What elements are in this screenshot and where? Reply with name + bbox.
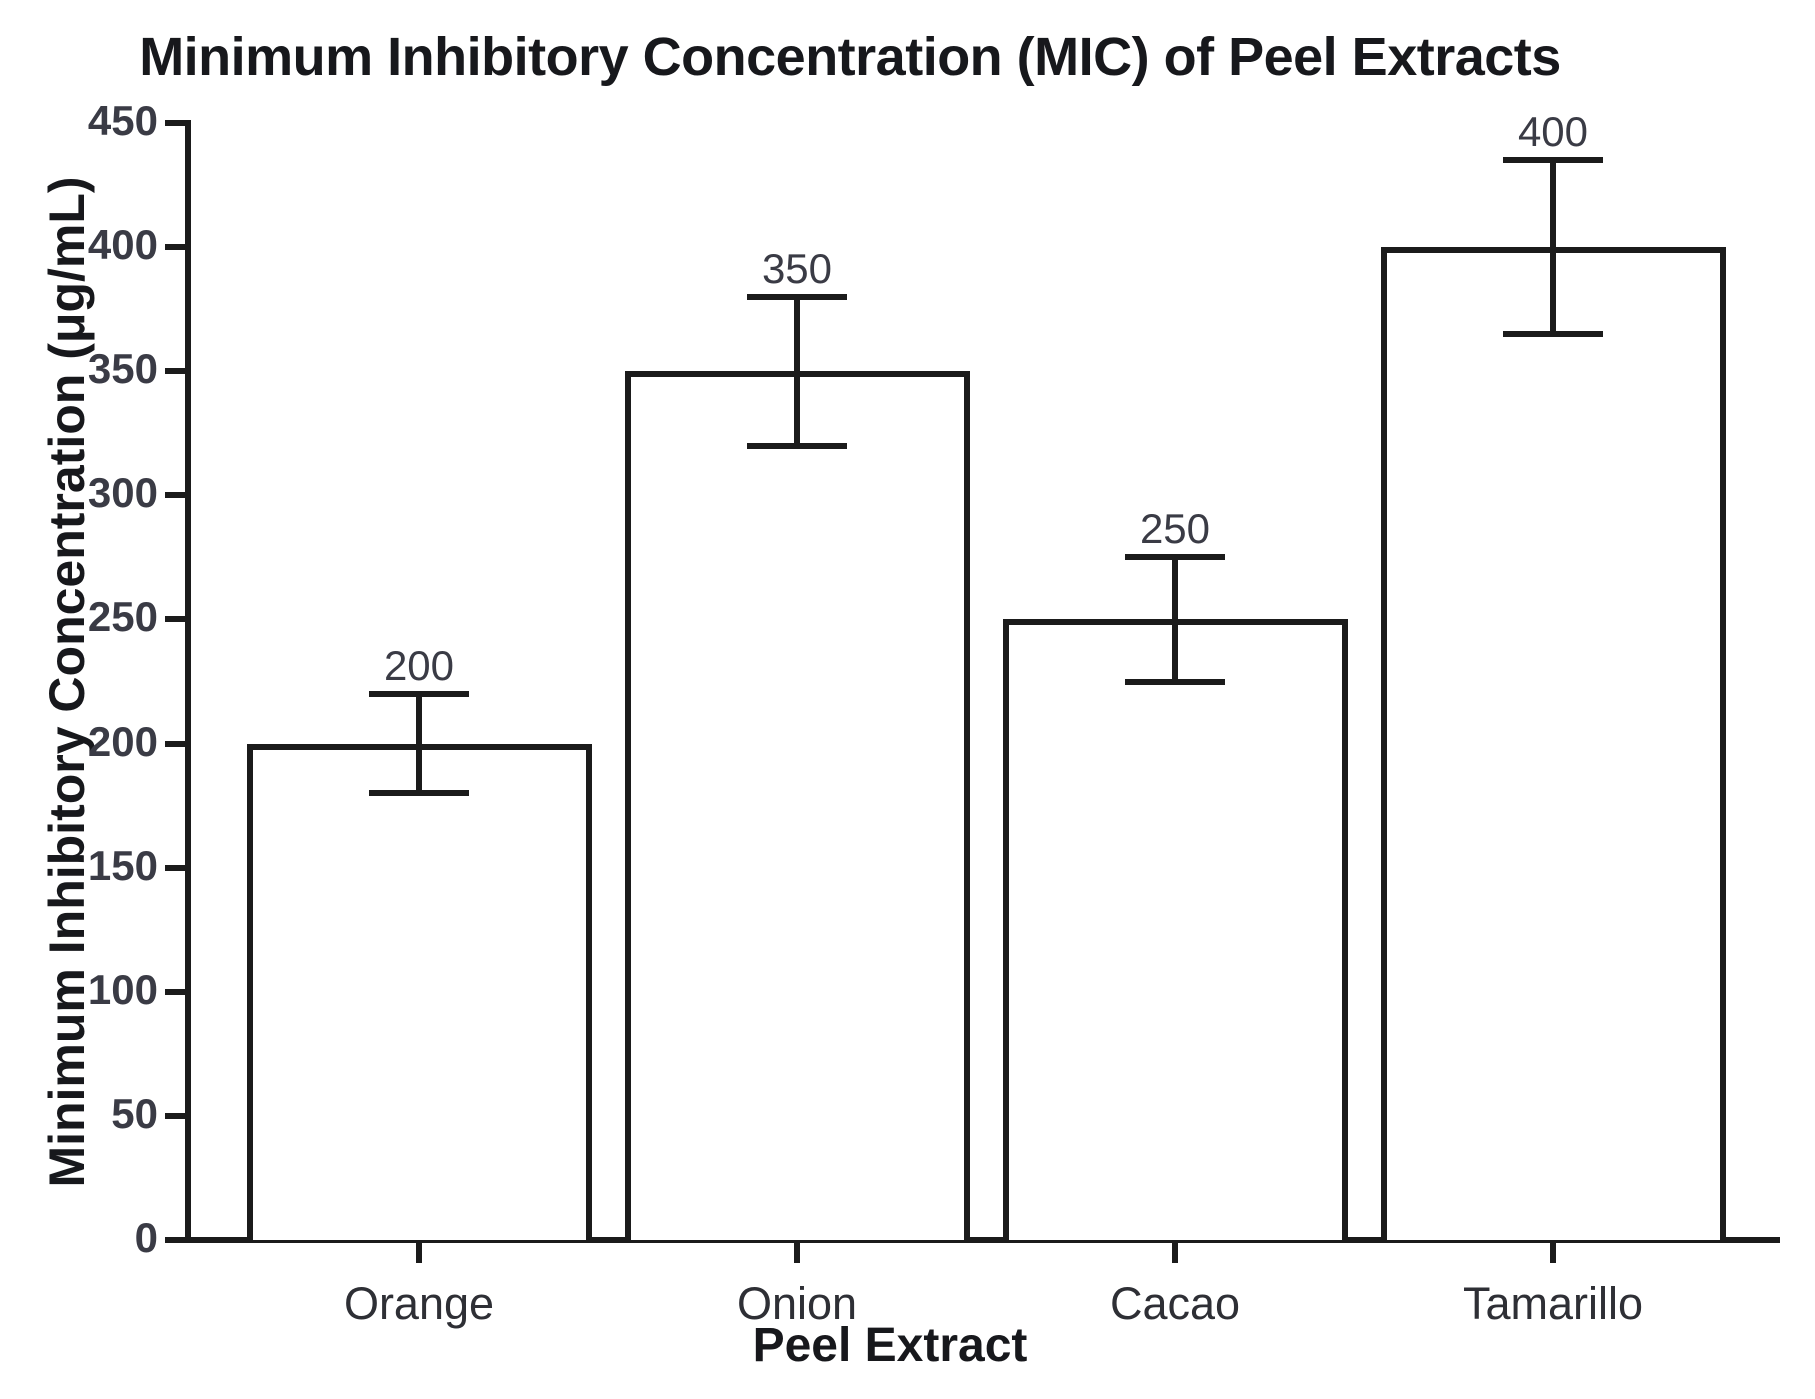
y-axis-spine xyxy=(185,120,191,1243)
y-tick-0 xyxy=(165,1237,185,1243)
x-tick-label-orange: Orange xyxy=(343,1278,495,1329)
x-tick-label-cacao: Cacao xyxy=(1109,1278,1241,1329)
x-tick-label-tamarillo: Tamarillo xyxy=(1462,1278,1644,1329)
error-bar-tamarillo xyxy=(1550,160,1556,334)
y-tick-label-450: 450 xyxy=(87,97,158,144)
x-tick-label-onion: Onion xyxy=(736,1278,858,1329)
bar-cacao xyxy=(1002,619,1348,1240)
error-cap-bottom-cacao xyxy=(1125,678,1225,685)
chart-title: Minimum Inhibitory Concentration (MIC) o… xyxy=(139,27,1561,87)
y-tick-450 xyxy=(165,120,185,126)
error-cap-top-cacao xyxy=(1125,554,1225,561)
x-tick-onion xyxy=(794,1243,800,1263)
error-bar-onion xyxy=(794,296,800,446)
y-tick-200 xyxy=(165,740,185,747)
error-cap-bottom-orange xyxy=(369,790,469,797)
error-cap-top-onion xyxy=(747,293,847,300)
y-tick-label-250: 250 xyxy=(87,593,158,641)
x-tick-tamarillo xyxy=(1550,1243,1556,1263)
y-tick-label-150: 150 xyxy=(87,841,158,889)
error-cap-top-tamarillo xyxy=(1503,157,1603,164)
bar-value-label-tamarillo: 400 xyxy=(1517,108,1589,156)
error-cap-bottom-tamarillo xyxy=(1503,330,1603,337)
y-tick-label-200: 200 xyxy=(87,717,158,765)
y-tick-label-0: 0 xyxy=(134,1214,158,1261)
y-tick-label-50: 50 xyxy=(111,1089,158,1137)
y-tick-label-400: 400 xyxy=(87,221,158,269)
y-tick-label-100: 100 xyxy=(87,965,158,1013)
y-axis-title: Minimum Inhibitory Concentration (μg/mL) xyxy=(39,176,95,1188)
bar-value-label-onion: 350 xyxy=(761,244,833,292)
y-tick-250 xyxy=(165,616,185,623)
y-tick-400 xyxy=(165,244,185,251)
y-tick-label-350: 350 xyxy=(87,345,158,393)
x-axis-spine xyxy=(168,1237,1780,1243)
y-tick-50 xyxy=(165,1112,185,1119)
x-axis-title: Peel Extract xyxy=(752,1319,1028,1372)
y-tick-label-300: 300 xyxy=(87,469,158,517)
error-cap-top-orange xyxy=(369,690,469,697)
error-bar-orange xyxy=(416,693,422,794)
y-tick-150 xyxy=(165,864,185,871)
error-bar-cacao xyxy=(1172,557,1178,682)
error-cap-bottom-onion xyxy=(747,442,847,449)
y-tick-300 xyxy=(165,492,185,499)
bar-value-label-orange: 200 xyxy=(383,641,455,689)
x-tick-orange xyxy=(416,1243,422,1263)
bar-value-label-cacao: 250 xyxy=(1139,505,1211,553)
bar-orange xyxy=(246,743,592,1240)
bar-tamarillo xyxy=(1380,247,1726,1240)
y-tick-100 xyxy=(165,988,185,995)
y-tick-350 xyxy=(165,368,185,375)
bar-onion xyxy=(624,371,970,1240)
x-tick-cacao xyxy=(1172,1243,1178,1263)
